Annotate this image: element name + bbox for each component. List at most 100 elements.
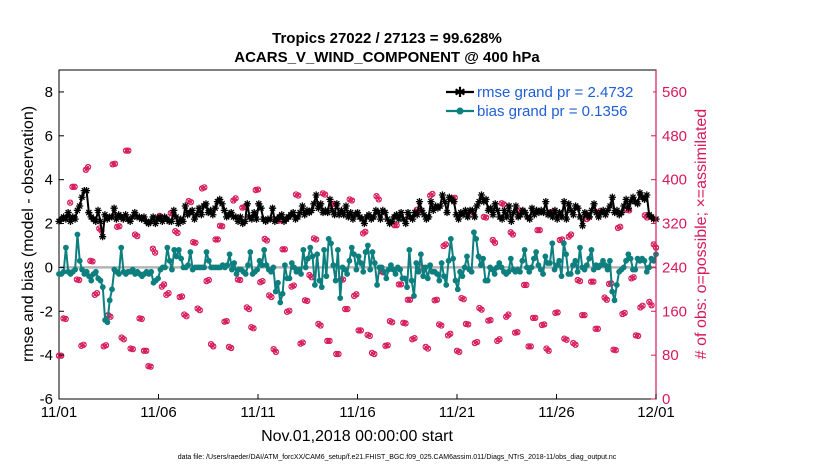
obs-assimilated-point xyxy=(81,342,87,348)
bias-point xyxy=(646,264,652,271)
y2-axis-label: # of obs: o=possible; ×=assimilated xyxy=(693,109,710,359)
rmse-point xyxy=(594,213,603,221)
rmse-point xyxy=(471,213,479,221)
bias-point xyxy=(413,260,420,266)
obs-assimilated-point xyxy=(304,298,310,304)
obs-assimilated-point xyxy=(461,296,467,302)
rmse-point xyxy=(216,195,224,204)
rmse-point xyxy=(324,208,332,217)
rmse-point xyxy=(620,202,628,210)
obs-possible-point xyxy=(505,311,512,318)
bias-point xyxy=(441,273,447,280)
obs-assimilated-point xyxy=(246,306,252,312)
bias-point xyxy=(263,262,270,269)
rmse-point xyxy=(438,191,447,199)
obs-possible-point xyxy=(120,336,127,343)
obs-assimilated-point xyxy=(648,302,655,308)
obs-assimilated-point xyxy=(322,191,328,198)
rmse-point xyxy=(328,206,336,214)
obs-assimilated-point xyxy=(577,278,583,284)
rmse-point xyxy=(73,206,81,214)
obs-possible-point xyxy=(442,241,449,248)
chart-subtitle: ACARS_V_WIND_COMPONENT @ 400 hPa xyxy=(234,49,540,66)
obs-assimilated-point xyxy=(568,231,574,238)
obs-possible-point xyxy=(93,290,101,297)
rmse-point xyxy=(126,217,134,225)
obs-assimilated-point xyxy=(125,148,131,154)
obs-possible-point xyxy=(545,347,552,354)
obs-assimilated-point xyxy=(590,279,596,285)
bias-point xyxy=(63,244,69,251)
obs-possible-point xyxy=(228,344,235,352)
obs-assimilated-point xyxy=(434,297,440,303)
obs-possible-point xyxy=(58,352,65,359)
rmse-point xyxy=(335,211,343,219)
rmse-point xyxy=(507,217,515,225)
bias-point xyxy=(226,251,233,258)
bias-point xyxy=(164,244,171,251)
obs-assimilated-point xyxy=(537,227,543,233)
obs-possible-point xyxy=(456,348,463,355)
bias-point xyxy=(590,266,597,273)
rmse-point xyxy=(588,206,596,214)
obs-assimilated-point xyxy=(447,331,453,337)
bias-point xyxy=(586,255,593,262)
bias-point xyxy=(471,229,477,236)
rmse-point xyxy=(218,200,226,208)
bias-point xyxy=(258,262,265,269)
bias-point xyxy=(406,246,413,253)
bias-point xyxy=(625,251,632,258)
bias-point xyxy=(351,251,357,258)
legend-rmse-label: rmse grand pr = 2.4732 xyxy=(477,84,633,101)
rmse-point xyxy=(156,213,164,221)
obs-assimilated-point xyxy=(295,192,301,199)
obs-assimilated-point xyxy=(505,311,512,318)
bias-point xyxy=(353,266,360,273)
rmse-point xyxy=(206,206,215,214)
rmse-point xyxy=(636,189,644,197)
rmse-point xyxy=(640,195,649,204)
obs-assimilated-point xyxy=(161,281,167,287)
obs-assimilated-point xyxy=(479,307,485,313)
bias-point xyxy=(335,246,341,253)
bias-point xyxy=(169,266,175,273)
bias-point xyxy=(597,262,604,269)
obs-assimilated-point xyxy=(563,337,570,343)
bias-point xyxy=(528,264,535,271)
obs-possible-point xyxy=(353,291,360,298)
obs-possible-point xyxy=(75,276,83,284)
bias-point xyxy=(79,266,85,273)
obs-assimilated-point xyxy=(389,319,395,325)
obs-possible-point xyxy=(67,199,74,206)
obs-possible-point xyxy=(384,342,391,349)
bias-point xyxy=(166,257,173,264)
bias-point xyxy=(374,282,380,288)
bias-point xyxy=(498,264,505,271)
bias-point xyxy=(72,266,79,273)
obs-possible-point xyxy=(357,327,365,334)
bias-point xyxy=(383,275,390,282)
bias-point xyxy=(311,282,318,288)
obs-assimilated-point xyxy=(532,315,538,321)
rmse-point xyxy=(314,204,323,212)
rmse-point xyxy=(413,211,421,219)
obs-assimilated-point xyxy=(85,164,91,170)
obs-possible-point xyxy=(263,237,271,244)
obs-assimilated-point xyxy=(371,351,377,357)
bias-point xyxy=(74,231,81,238)
bias-point xyxy=(385,266,392,273)
obs-possible-point xyxy=(84,163,92,171)
bias-point xyxy=(185,262,191,269)
obs-assimilated-point xyxy=(300,339,306,346)
bias-point xyxy=(314,251,321,258)
obs-assimilated-point xyxy=(76,277,82,283)
bias-point xyxy=(438,260,445,266)
obs-assimilated-point xyxy=(555,309,561,315)
rmse-point xyxy=(202,200,210,208)
bias-point xyxy=(459,273,466,280)
obs-assimilated-point xyxy=(224,318,230,324)
bias-point xyxy=(118,244,125,251)
bias-point xyxy=(231,260,238,266)
rmse-point xyxy=(353,208,362,217)
